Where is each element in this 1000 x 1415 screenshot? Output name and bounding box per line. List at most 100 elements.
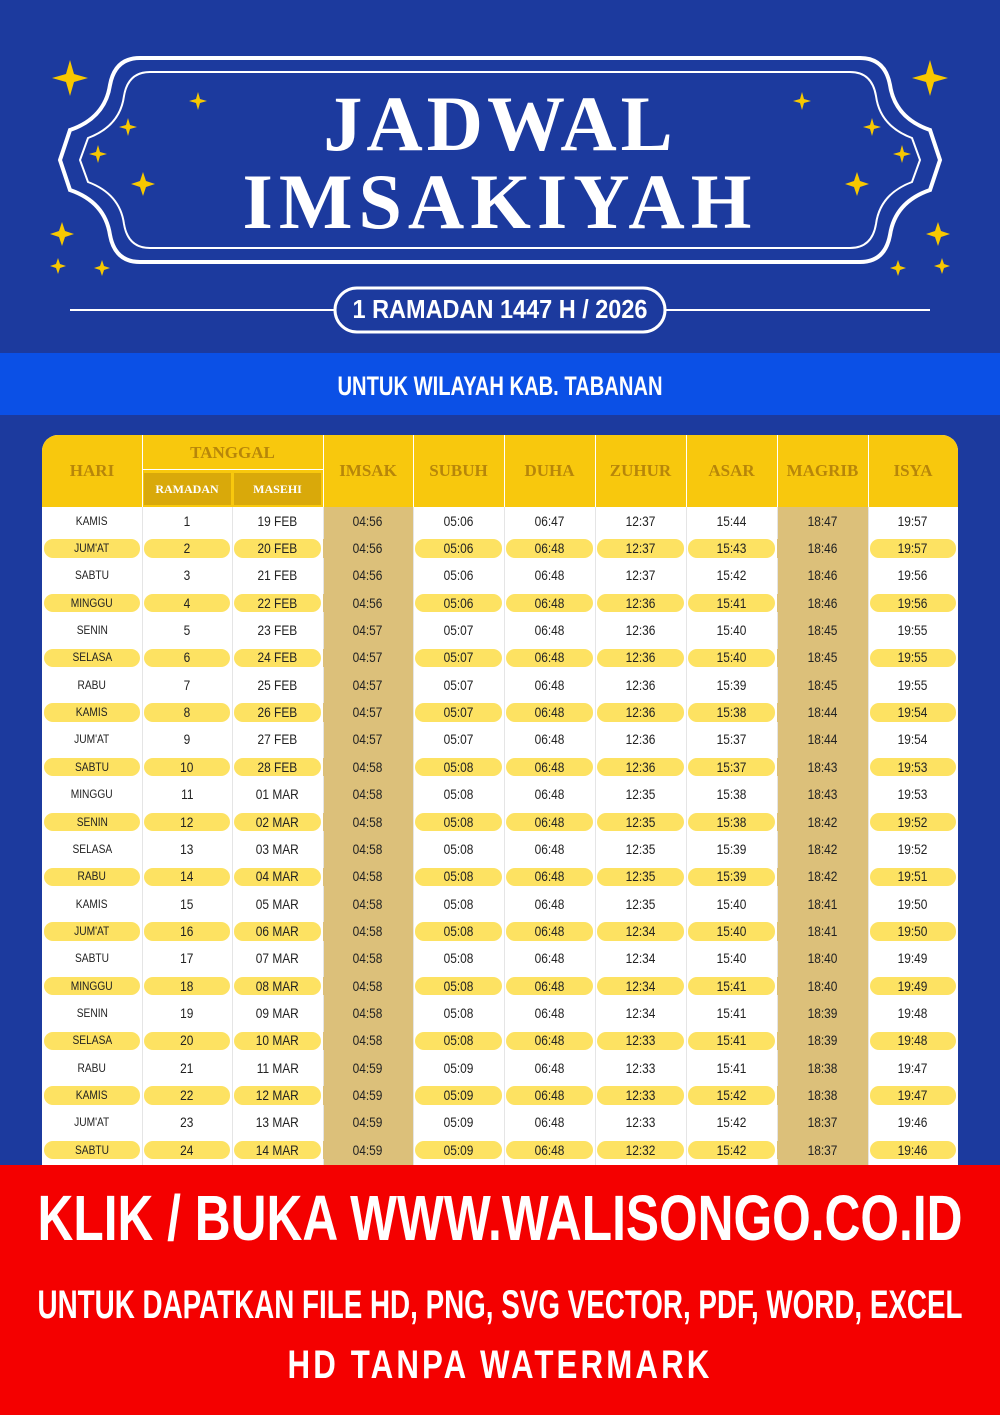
table-cell: 05:06 bbox=[413, 507, 504, 534]
row-stripe bbox=[144, 922, 230, 941]
table-cell: 18:37 bbox=[777, 1136, 868, 1163]
cell-text: 15:42 bbox=[716, 567, 747, 584]
cell-text: 15:41 bbox=[716, 594, 747, 611]
table-cell: 04:58 bbox=[323, 999, 413, 1026]
row-stripe bbox=[777, 758, 868, 777]
cell-text: 18:46 bbox=[807, 594, 838, 611]
table-cell: 15:41 bbox=[686, 999, 777, 1026]
table-cell: 12:36 bbox=[595, 589, 686, 616]
table-cell: 12:36 bbox=[595, 671, 686, 698]
header-divider bbox=[142, 435, 143, 507]
region-text: UNTUK WILAYAH KAB. TABANAN bbox=[338, 371, 663, 401]
table-cell: 18:38 bbox=[777, 1081, 868, 1108]
row-stripe bbox=[688, 594, 775, 613]
cell-text: 19:49 bbox=[898, 977, 928, 994]
table-cell: 06:48 bbox=[504, 698, 595, 725]
cell-text: 06:48 bbox=[534, 950, 565, 967]
row-stripe bbox=[44, 539, 140, 558]
table-cell: 12 bbox=[142, 808, 232, 835]
cell-text: 06:48 bbox=[534, 1032, 565, 1049]
cell-text: 05 MAR bbox=[255, 895, 299, 912]
cell-text: 05:06 bbox=[443, 540, 474, 557]
cell-text: 06:48 bbox=[534, 1087, 565, 1104]
row-stripe bbox=[323, 922, 413, 941]
cell-text: 05:09 bbox=[443, 1087, 474, 1104]
cell-text: JUM'AT bbox=[74, 1115, 110, 1130]
cell-text: 18:41 bbox=[807, 922, 838, 939]
cell-text: 4 bbox=[183, 594, 191, 611]
header-cell: HARI bbox=[42, 435, 142, 507]
table-cell: 18:38 bbox=[777, 1054, 868, 1081]
table-cell: 13 bbox=[142, 835, 232, 862]
table-cell: 15:38 bbox=[686, 808, 777, 835]
table-cell: SABTU bbox=[42, 945, 142, 972]
cell-text: 18:37 bbox=[807, 1141, 838, 1158]
table-cell: 04:59 bbox=[323, 1081, 413, 1108]
schedule-table: HARI TANGGAL RAMADAN MASEHI IMSAK SUBUH DUHA ZU… bbox=[42, 435, 958, 1175]
table-cell: 12:33 bbox=[595, 1027, 686, 1054]
row-stripe bbox=[688, 648, 775, 668]
header-divider bbox=[323, 435, 324, 507]
table-cell: 05:07 bbox=[413, 726, 504, 753]
cell-text: 19 bbox=[180, 1004, 194, 1021]
cell-text: SABTU bbox=[74, 951, 109, 966]
footer-line: HD TANPA WATERMARK bbox=[288, 1343, 713, 1387]
row-stripe bbox=[44, 922, 140, 941]
cell-text: 05:08 bbox=[443, 950, 474, 967]
cell-text: RABU bbox=[77, 1060, 107, 1075]
table-cell: JUM'AT bbox=[42, 534, 142, 561]
table-cell: 08 MAR bbox=[232, 972, 323, 999]
row-stripe bbox=[597, 758, 684, 777]
cell-text: 18:37 bbox=[807, 1114, 838, 1131]
table-cell: 06:48 bbox=[504, 616, 595, 643]
cell-text: 15:37 bbox=[716, 731, 747, 748]
table-cell: 18:40 bbox=[777, 972, 868, 999]
cell-text: JUM'AT bbox=[74, 541, 110, 556]
row-stripe bbox=[777, 594, 868, 613]
header-cell: TANGGAL bbox=[142, 435, 323, 471]
stars bbox=[50, 60, 950, 276]
row-stripe bbox=[323, 812, 413, 832]
table-cell: 21 FEB bbox=[232, 562, 323, 589]
table-cell: RABU bbox=[42, 1054, 142, 1081]
row-stripe bbox=[597, 1086, 684, 1105]
table-cell: 05:08 bbox=[413, 808, 504, 835]
table-cell: 24 bbox=[142, 1136, 232, 1163]
table-cell: 15:38 bbox=[686, 698, 777, 725]
row-stripe bbox=[506, 703, 593, 722]
cell-text: 12:33 bbox=[625, 1059, 656, 1076]
table-cell: 18:45 bbox=[777, 671, 868, 698]
table-cell: 04:59 bbox=[323, 1136, 413, 1163]
table-cell: SENIN bbox=[42, 808, 142, 835]
cell-text: JUM'AT bbox=[74, 923, 110, 938]
table-cell: 04:57 bbox=[323, 698, 413, 725]
cell-text: JUM'AT bbox=[74, 732, 110, 747]
table-cell: 09 MAR bbox=[232, 999, 323, 1026]
table-cell: 12:37 bbox=[595, 534, 686, 561]
table-cell: 06:48 bbox=[504, 671, 595, 698]
row-stripe bbox=[234, 703, 321, 722]
row-stripe bbox=[234, 922, 321, 941]
footer-line: KLIK / BUKA WWW.WALISONGO.CO.ID bbox=[38, 1182, 963, 1254]
cell-text: 06 MAR bbox=[255, 922, 299, 939]
cell-text: 19:52 bbox=[898, 840, 928, 857]
table-cell: 03 MAR bbox=[232, 835, 323, 862]
cell-text: 03 MAR bbox=[255, 840, 299, 857]
cell-text: 15:44 bbox=[716, 512, 747, 529]
row-stripe bbox=[777, 1031, 868, 1050]
cell-text: 07 MAR bbox=[255, 950, 299, 967]
table-cell: 12:33 bbox=[595, 1054, 686, 1081]
cell-text: 04:58 bbox=[353, 950, 383, 967]
cell-text: 13 bbox=[180, 840, 194, 857]
cell-text: 14 bbox=[180, 868, 194, 885]
table-cell: 25 FEB bbox=[232, 671, 323, 698]
cell-text: 23 bbox=[180, 1114, 194, 1131]
table-cell: 18:40 bbox=[777, 945, 868, 972]
cell-text: 18:42 bbox=[807, 840, 838, 857]
table-cell: 12:34 bbox=[595, 999, 686, 1026]
cell-text: MINGGU bbox=[71, 787, 113, 802]
row-stripe bbox=[777, 812, 868, 832]
table-cell: 05:08 bbox=[413, 945, 504, 972]
cell-text: 04:58 bbox=[353, 1004, 383, 1021]
cell-text: 04:58 bbox=[353, 895, 383, 912]
